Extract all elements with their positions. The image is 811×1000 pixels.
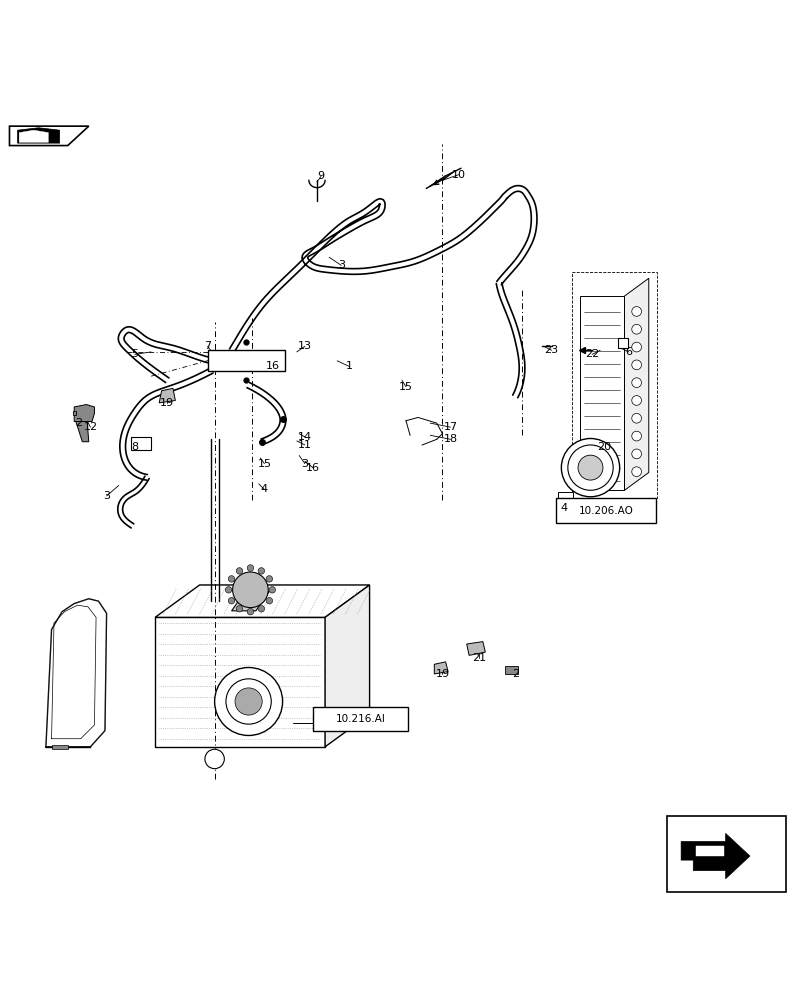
Circle shape <box>228 598 234 604</box>
Circle shape <box>631 413 641 423</box>
Polygon shape <box>72 411 75 415</box>
Circle shape <box>560 438 619 497</box>
Polygon shape <box>74 405 94 422</box>
Circle shape <box>268 587 275 593</box>
Text: 16: 16 <box>306 463 320 473</box>
Polygon shape <box>155 585 369 617</box>
FancyBboxPatch shape <box>208 350 285 371</box>
Circle shape <box>631 307 641 316</box>
Polygon shape <box>19 130 49 142</box>
Polygon shape <box>434 662 448 674</box>
Circle shape <box>236 606 242 612</box>
Circle shape <box>234 688 262 715</box>
Polygon shape <box>324 585 369 747</box>
Text: 2: 2 <box>511 669 518 679</box>
Polygon shape <box>159 388 175 403</box>
Text: 21: 21 <box>471 653 485 663</box>
Circle shape <box>631 396 641 405</box>
Text: 4: 4 <box>560 503 567 513</box>
Text: 3: 3 <box>103 491 110 501</box>
Text: 3: 3 <box>337 260 345 270</box>
Circle shape <box>567 445 612 490</box>
Circle shape <box>225 587 231 593</box>
Text: 14: 14 <box>298 432 311 442</box>
Text: 1: 1 <box>345 361 353 371</box>
FancyBboxPatch shape <box>555 498 655 523</box>
Circle shape <box>631 431 641 441</box>
Circle shape <box>258 568 264 574</box>
Text: 6: 6 <box>624 347 631 357</box>
Circle shape <box>631 449 641 459</box>
Circle shape <box>247 565 253 571</box>
Polygon shape <box>695 846 723 856</box>
Polygon shape <box>504 666 517 674</box>
Text: 22: 22 <box>584 349 599 359</box>
Text: 2: 2 <box>75 418 82 428</box>
Text: 10: 10 <box>451 170 465 180</box>
Text: 18: 18 <box>443 434 457 444</box>
FancyBboxPatch shape <box>131 437 152 450</box>
Polygon shape <box>155 617 324 747</box>
Polygon shape <box>75 422 88 442</box>
Text: 10.206.AO: 10.206.AO <box>577 506 633 516</box>
Text: 9: 9 <box>317 171 324 181</box>
Circle shape <box>266 576 272 582</box>
Text: 3: 3 <box>301 459 308 469</box>
Circle shape <box>228 576 234 582</box>
Text: 10.216.AI: 10.216.AI <box>335 714 385 724</box>
Circle shape <box>232 572 268 608</box>
Polygon shape <box>51 745 67 749</box>
Polygon shape <box>231 591 269 611</box>
Text: 17: 17 <box>443 422 457 432</box>
Circle shape <box>631 324 641 334</box>
Circle shape <box>631 467 641 477</box>
Circle shape <box>204 749 224 769</box>
Text: 16: 16 <box>265 361 279 371</box>
FancyBboxPatch shape <box>557 492 572 502</box>
Circle shape <box>631 378 641 388</box>
Text: 12: 12 <box>84 422 97 432</box>
Text: 19: 19 <box>160 398 174 408</box>
Text: 20: 20 <box>596 442 611 452</box>
FancyBboxPatch shape <box>312 707 408 731</box>
Circle shape <box>266 598 272 604</box>
Circle shape <box>631 360 641 370</box>
Text: 15: 15 <box>257 459 271 469</box>
Polygon shape <box>624 278 648 490</box>
Circle shape <box>577 455 603 480</box>
Circle shape <box>631 342 641 352</box>
Polygon shape <box>466 642 485 655</box>
Text: 5: 5 <box>131 349 138 359</box>
Polygon shape <box>680 833 749 879</box>
Text: 7: 7 <box>204 341 211 351</box>
FancyBboxPatch shape <box>617 338 627 348</box>
Polygon shape <box>18 128 59 143</box>
Text: 13: 13 <box>298 341 311 351</box>
FancyBboxPatch shape <box>666 816 785 892</box>
Circle shape <box>236 568 242 574</box>
Circle shape <box>225 679 271 724</box>
Circle shape <box>214 668 282 735</box>
Text: 19: 19 <box>435 669 449 679</box>
Text: 15: 15 <box>398 382 413 392</box>
Circle shape <box>258 606 264 612</box>
Text: 8: 8 <box>131 442 139 452</box>
Polygon shape <box>579 296 624 490</box>
Text: 4: 4 <box>260 484 268 494</box>
Text: 23: 23 <box>544 345 558 355</box>
Circle shape <box>247 608 253 615</box>
Text: 11: 11 <box>298 440 311 450</box>
Polygon shape <box>10 126 88 146</box>
